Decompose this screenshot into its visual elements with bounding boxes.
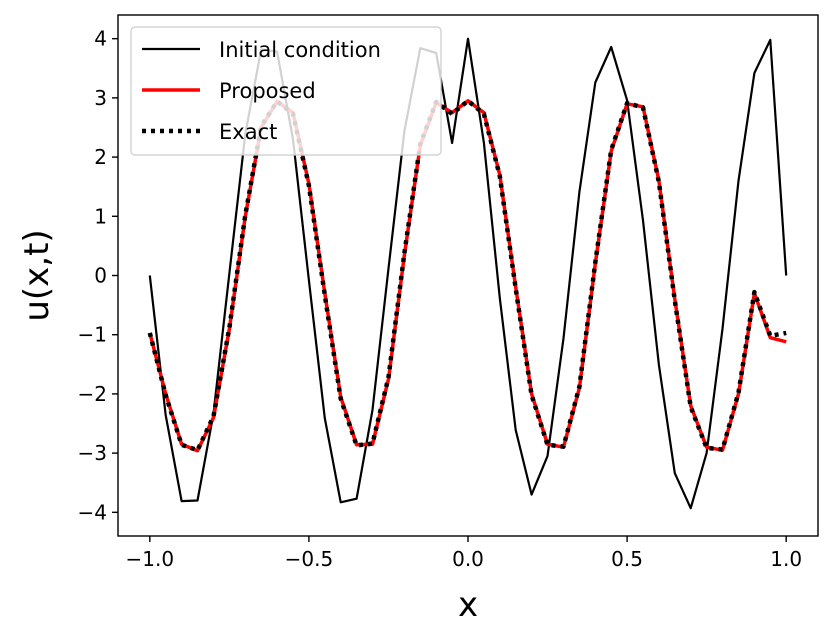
y-tick-label: 1: [94, 204, 107, 228]
x-axis: −1.0 −0.5 0.0 0.5 1.0: [126, 536, 802, 571]
x-axis-label: x: [458, 585, 478, 625]
y-tick-label: −1: [78, 323, 107, 347]
legend-label: Exact: [219, 120, 277, 144]
y-tick-label: 2: [94, 145, 107, 169]
legend: Initial condition Proposed Exact: [130, 26, 442, 156]
y-tick-label: 3: [94, 86, 107, 110]
x-tick-label: −1.0: [126, 547, 175, 571]
x-tick-label: 0.0: [452, 547, 484, 571]
y-axis-label: u(x,t): [17, 229, 57, 321]
y-tick-label: −4: [78, 500, 107, 524]
x-tick-label: 0.5: [611, 547, 643, 571]
y-tick-label: 0: [94, 264, 107, 288]
y-axis: −4 −3 −2 −1 0 1 2 3 4: [78, 27, 118, 524]
x-tick-label: 1.0: [770, 547, 802, 571]
legend-label: Proposed: [219, 79, 316, 103]
y-tick-label: −2: [78, 382, 107, 406]
x-tick-label: −0.5: [285, 547, 334, 571]
legend-box: [130, 26, 442, 156]
legend-label: Initial condition: [219, 38, 381, 62]
series-line-exact: [147, 98, 787, 453]
y-tick-label: 4: [94, 27, 107, 51]
y-tick-label: −3: [78, 441, 107, 465]
